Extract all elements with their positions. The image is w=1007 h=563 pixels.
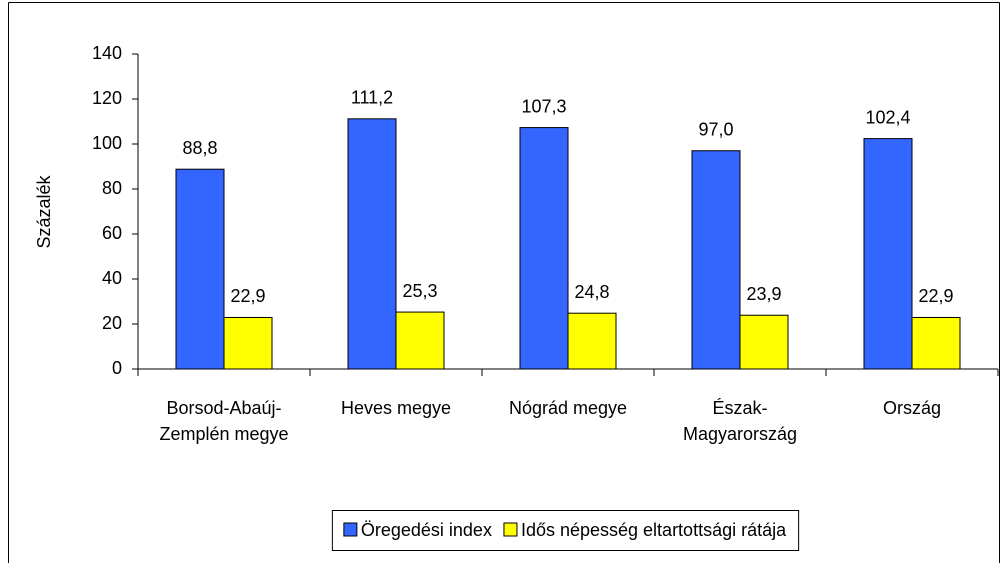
y-tick-label: 100 <box>92 133 122 153</box>
bar <box>911 316 961 370</box>
bar <box>691 150 741 370</box>
value-label: 88,8 <box>182 138 217 158</box>
y-tick-label: 140 <box>92 43 122 63</box>
value-label: 22,9 <box>230 286 265 306</box>
bar <box>347 118 397 370</box>
x-tick-label: Nógrád megye <box>508 398 628 418</box>
x-tick-label: Ország <box>882 398 942 418</box>
value-label: 24,8 <box>574 282 609 302</box>
x-tick-label: Heves megye <box>340 398 452 418</box>
value-label: 111,2 <box>351 88 393 108</box>
bar <box>395 311 445 370</box>
legend-label: Idős népesség eltartottsági rátája <box>521 520 787 540</box>
value-label: 102,4 <box>865 107 910 127</box>
legend-box <box>331 510 800 551</box>
value-label: 22,9 <box>918 286 953 306</box>
value-label: 107,3 <box>521 96 566 116</box>
bar <box>223 316 273 370</box>
y-tick-label: 40 <box>102 268 122 288</box>
legend-label: Öregedési index <box>361 520 492 540</box>
bar <box>863 138 913 370</box>
y-axis-title: Százalék <box>34 174 54 248</box>
x-tick-label: Észak-Magyarország <box>682 398 798 444</box>
x-tick-label: Borsod-Abaúj-Zemplén megye <box>159 398 289 444</box>
bar <box>175 168 225 370</box>
y-tick-label: 0 <box>112 358 122 378</box>
legend-swatch <box>503 522 518 537</box>
bar <box>567 312 617 370</box>
y-tick-label: 120 <box>92 88 122 108</box>
legend-swatch <box>343 522 358 537</box>
value-label: 97,0 <box>698 120 733 140</box>
bar <box>519 127 569 370</box>
bar <box>739 314 789 370</box>
value-label: 25,3 <box>402 281 437 301</box>
y-tick-label: 80 <box>102 178 122 198</box>
y-tick-label: 20 <box>102 313 122 333</box>
y-tick-label: 60 <box>102 223 122 243</box>
value-label: 23,9 <box>746 284 781 304</box>
